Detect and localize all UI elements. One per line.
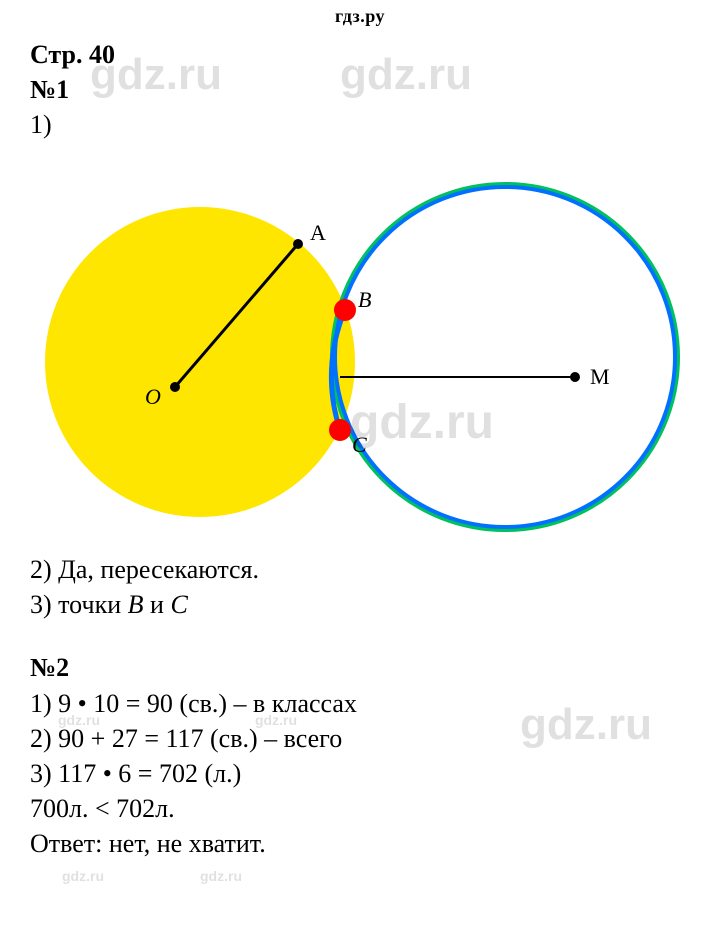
- p1p3-prefix: 3) точки: [30, 590, 128, 619]
- svg-text:C: C: [352, 432, 367, 457]
- problem-2-block: №2 1) 9 • 10 = 90 (св.) – в классах 2) 9…: [30, 650, 690, 861]
- watermark: gdz.ru: [200, 868, 242, 884]
- svg-text:A: A: [310, 220, 326, 245]
- page-content: Стр. 40 №1 1) OAMBC 2) Да, пересекаются.…: [0, 27, 720, 861]
- problem-1-part1-label: 1): [30, 107, 690, 142]
- site-header: гдз.ру: [0, 0, 720, 27]
- site-name: гдз.ру: [335, 6, 385, 26]
- problem-2-answer: Ответ: нет, не хватит.: [30, 826, 690, 861]
- problem-2-line3: 3) 117 • 6 = 702 (л.): [30, 756, 690, 791]
- problem-2-line4: 700л. < 702л.: [30, 791, 690, 826]
- circles-diagram: O A M B C: [30, 152, 690, 532]
- problem-1-part2: 2) Да, пересекаются.: [30, 552, 690, 587]
- svg-text:M: M: [590, 364, 610, 389]
- problem-2-line1: 1) 9 • 10 = 90 (св.) – в классах: [30, 686, 690, 721]
- p1p3-c: C: [170, 590, 187, 619]
- svg-text:O: O: [145, 384, 161, 409]
- problem-2-line2: 2) 90 + 27 = 117 (св.) – всего: [30, 721, 690, 756]
- p1p3-b: B: [128, 590, 144, 619]
- problem-1-number: №1: [30, 72, 690, 107]
- page-ref: Стр. 40: [30, 37, 690, 72]
- diagram-container: O A M B C: [30, 152, 690, 532]
- svg-text:B: B: [358, 287, 371, 312]
- watermark: gdz.ru: [62, 868, 104, 884]
- p1p3-and: и: [144, 590, 171, 619]
- problem-2-number: №2: [30, 650, 690, 685]
- problem-1-part3: 3) точки B и C: [30, 587, 690, 622]
